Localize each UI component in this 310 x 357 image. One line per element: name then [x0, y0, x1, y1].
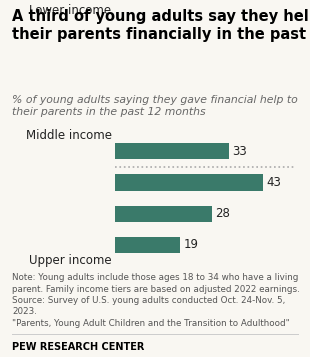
Bar — [115, 143, 229, 159]
Text: Note: Young adults include those ages 18 to 34 who have a living
parent. Family : Note: Young adults include those ages 18… — [12, 273, 300, 328]
Text: Lower income: Lower income — [29, 4, 112, 17]
Text: 28: 28 — [215, 207, 230, 220]
Text: A third of young adults say they helped
their parents financially in the past ye: A third of young adults say they helped … — [12, 9, 310, 42]
Text: 19: 19 — [184, 238, 199, 251]
Bar — [115, 237, 180, 253]
Text: Upper income: Upper income — [29, 254, 112, 267]
Bar — [115, 206, 211, 222]
Bar — [115, 174, 264, 191]
Text: % of young adults saying they gave financial help to
their parents in the past 1: % of young adults saying they gave finan… — [12, 95, 298, 117]
Text: 43: 43 — [267, 176, 282, 189]
Text: Middle income: Middle income — [26, 129, 112, 142]
Text: 33: 33 — [232, 145, 247, 158]
Text: PEW RESEARCH CENTER: PEW RESEARCH CENTER — [12, 342, 145, 352]
